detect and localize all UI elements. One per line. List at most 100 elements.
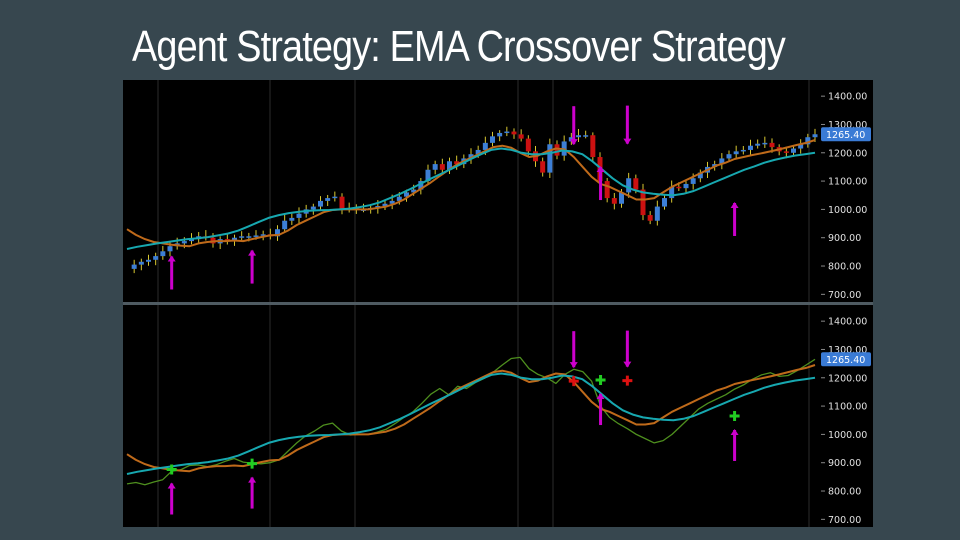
buy-arrow-head — [248, 249, 257, 256]
bull-candle — [576, 135, 581, 138]
sell-arrow-head — [569, 362, 578, 369]
bear-candle — [454, 161, 460, 165]
y-tick-label: 1100.00 — [828, 177, 867, 188]
bull-candle — [482, 142, 488, 150]
bull-candle — [275, 229, 280, 237]
bull-candle — [805, 137, 811, 145]
bear-candle — [518, 134, 524, 139]
bull-candle — [325, 198, 331, 201]
bull-candle — [138, 261, 144, 265]
buy-signal-marker — [247, 458, 258, 469]
bear-candle — [224, 239, 230, 241]
bull-candle — [389, 200, 395, 204]
line-marks — [126, 330, 816, 515]
bull-candle — [468, 154, 474, 159]
bear-candle — [611, 198, 617, 204]
bear-candle — [339, 196, 345, 210]
bull-candle — [246, 236, 252, 238]
buy-arrow-head — [248, 476, 257, 483]
candlestick-grid — [157, 80, 810, 302]
bear-candle — [676, 186, 682, 189]
bull-candle — [153, 256, 159, 260]
y-tick-label: 1300.00 — [828, 120, 867, 131]
line-panel: 1400.00 1300.00 1200.00 1100.00 1000.00 900.0… — [123, 305, 873, 527]
bull-candle — [310, 206, 316, 210]
bull-candle — [131, 264, 137, 269]
bull-candle — [167, 246, 173, 252]
candlestick-y-axis: 1400.00 1300.00 1200.00 1100.00 1000.00 900.0… — [821, 92, 871, 301]
bull-candle — [748, 145, 753, 150]
y-tick-label: 1000.00 — [828, 205, 867, 216]
fast-ema-series-line — [126, 364, 816, 473]
buy-arrow-head — [167, 482, 176, 489]
bull-candle — [755, 143, 761, 146]
bull-candle — [296, 213, 302, 218]
bull-candle — [669, 186, 675, 199]
bear-candle — [604, 181, 610, 199]
last-price-tag — [821, 127, 871, 142]
bear-candle — [554, 144, 560, 156]
bull-candle — [382, 203, 388, 207]
y-tick-label: 1400.00 — [828, 317, 867, 328]
panel-divider[interactable] — [123, 302, 873, 305]
last-price-label: 1265.40 — [826, 130, 865, 141]
sell-signal-marker — [568, 376, 579, 387]
buy-signal-marker — [166, 464, 177, 475]
bull-candle — [812, 134, 818, 138]
bull-candle — [733, 151, 739, 155]
y-tick-label: 1200.00 — [828, 148, 867, 159]
bull-candle — [683, 183, 689, 189]
bull-candle — [181, 241, 187, 244]
sell-signal-marker — [622, 375, 633, 386]
bear-candle — [640, 189, 646, 216]
sell-arrow-head — [623, 361, 632, 368]
bull-candle — [690, 178, 696, 184]
bear-candle — [647, 215, 653, 221]
bear-candle — [590, 135, 596, 158]
bull-candle — [232, 237, 237, 241]
bull-candle — [740, 149, 746, 152]
bull-candle — [504, 131, 510, 134]
bull-candle — [791, 148, 796, 153]
chart-area: 1400.00 1300.00 1200.00 1100.00 1000.00 900.0… — [123, 80, 873, 527]
bear-candle — [511, 131, 517, 135]
bear-candle — [540, 161, 546, 173]
bull-candle — [547, 144, 553, 173]
bull-candle — [583, 135, 589, 137]
buy-arrow-head — [730, 429, 739, 435]
bull-candle — [332, 196, 338, 199]
y-tick-label: 800.00 — [828, 487, 861, 498]
buy-arrow-head — [596, 166, 605, 173]
fast-ema-line — [126, 139, 816, 248]
candlestick-price-axis — [821, 80, 873, 302]
buy-signal-marker — [729, 411, 740, 421]
bull-candle — [626, 178, 632, 193]
bull-candle — [490, 136, 495, 143]
line-price-axis — [821, 305, 873, 527]
bull-candle — [719, 158, 725, 165]
bull-candle — [447, 161, 452, 170]
bull-candle — [654, 206, 660, 221]
bull-candle — [404, 192, 409, 197]
bear-candle — [633, 178, 639, 190]
bull-candle — [475, 149, 481, 155]
bull-candle — [318, 200, 323, 207]
bull-candle — [160, 251, 166, 257]
bull-candle — [418, 181, 424, 190]
bull-candle — [762, 142, 768, 145]
bear-candle — [525, 138, 531, 152]
y-tick-label: 700.00 — [828, 290, 861, 301]
sell-arrow-head — [569, 139, 578, 146]
bear-candle — [769, 142, 775, 148]
line-y-axis: 1400.00 1300.00 1200.00 1100.00 1000.00 900.0… — [821, 317, 871, 526]
y-tick-label: 1000.00 — [828, 430, 867, 441]
y-tick-label: 1200.00 — [828, 373, 867, 384]
bull-candle — [425, 169, 431, 182]
last-price-tag — [821, 352, 871, 367]
bull-candle — [662, 198, 667, 207]
bear-candle — [439, 164, 445, 170]
bull-candle — [260, 234, 266, 236]
slow-ema-series-line — [126, 372, 816, 475]
last-price-label: 1265.40 — [826, 355, 865, 366]
y-tick-label: 900.00 — [828, 458, 861, 469]
